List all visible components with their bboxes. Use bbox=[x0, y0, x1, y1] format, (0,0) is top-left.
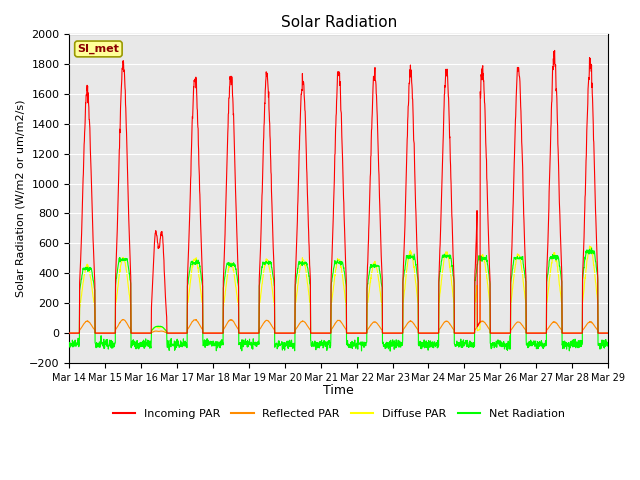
Title: Solar Radiation: Solar Radiation bbox=[280, 15, 397, 30]
Y-axis label: Solar Radiation (W/m2 or um/m2/s): Solar Radiation (W/m2 or um/m2/s) bbox=[15, 100, 25, 297]
X-axis label: Time: Time bbox=[323, 384, 354, 397]
Legend: Incoming PAR, Reflected PAR, Diffuse PAR, Net Radiation: Incoming PAR, Reflected PAR, Diffuse PAR… bbox=[108, 405, 569, 423]
Text: SI_met: SI_met bbox=[77, 44, 119, 54]
